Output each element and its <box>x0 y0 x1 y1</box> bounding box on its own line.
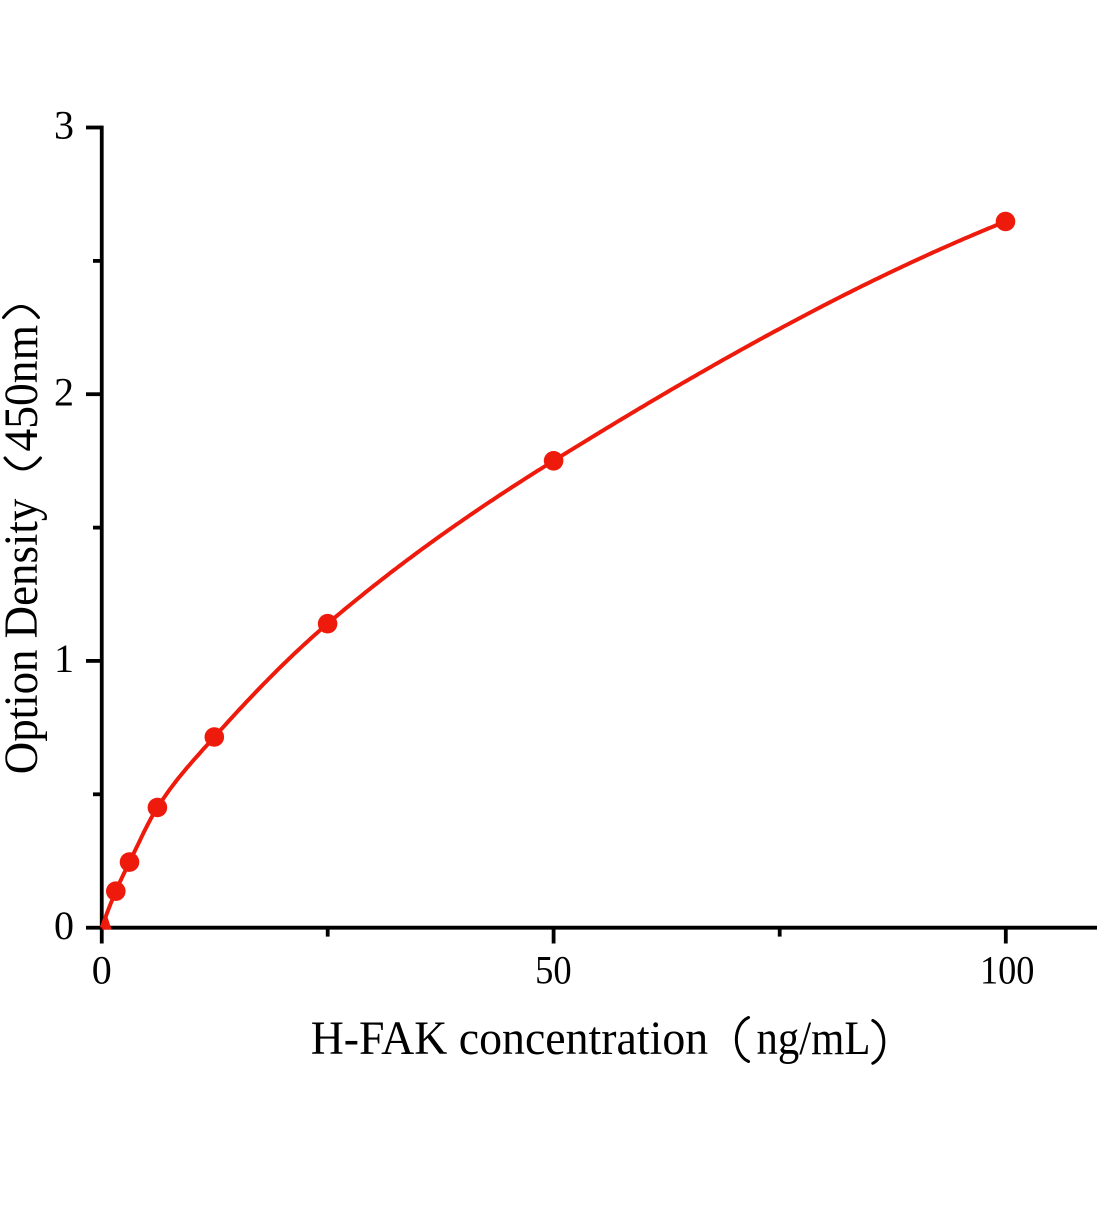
svg-text:450nm: 450nm <box>0 325 48 452</box>
svg-text:H-FAK concentration: H-FAK concentration <box>311 1012 709 1065</box>
svg-text:100: 100 <box>980 948 1035 993</box>
svg-text:ng/mL: ng/mL <box>757 1012 871 1065</box>
svg-text:0: 0 <box>92 948 112 993</box>
svg-text:1: 1 <box>54 636 74 681</box>
svg-text:Option Density: Option Density <box>0 499 48 775</box>
svg-text:3: 3 <box>54 103 74 148</box>
svg-text:50: 50 <box>535 948 572 993</box>
svg-text:2: 2 <box>54 369 74 414</box>
svg-text:0: 0 <box>54 903 74 948</box>
